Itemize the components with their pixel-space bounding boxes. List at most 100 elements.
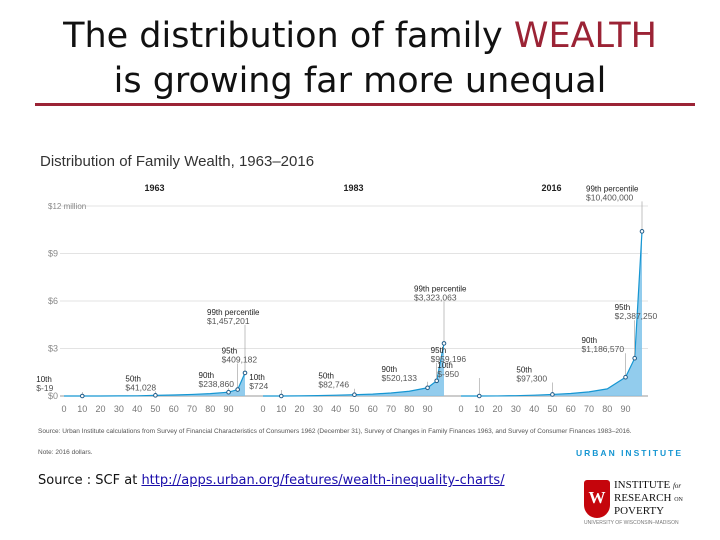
- wealth-line: [262, 343, 445, 397]
- percentile-value: $10,400,000: [586, 192, 634, 202]
- x-tick-label: 60: [566, 404, 576, 414]
- title-accent-word: WEALTH: [513, 16, 657, 56]
- data-point: [153, 393, 158, 398]
- percentile-value: $3,323,063: [414, 292, 457, 302]
- data-point: [242, 370, 248, 376]
- percentile-value: $2,387,250: [615, 311, 658, 321]
- data-point: [352, 392, 357, 397]
- x-tick-label: 70: [187, 404, 197, 414]
- percentile-label: 95th: [615, 303, 631, 312]
- x-tick-label: 30: [114, 404, 124, 414]
- x-tick-label: 0: [260, 404, 265, 414]
- percentile-value: $724: [249, 381, 268, 391]
- percentile-label: 10th: [249, 373, 265, 382]
- x-tick-label: 20: [295, 404, 305, 414]
- logo-tagline: UNIVERSITY OF WISCONSIN–MADISON: [584, 520, 679, 526]
- percentile-label: 99th percentile: [207, 308, 260, 317]
- percentile-label: 99th percentile: [586, 184, 639, 193]
- panel-year-label: 2016: [541, 183, 561, 193]
- x-tick-label: 80: [205, 404, 215, 414]
- percentile-label: 50th: [516, 365, 532, 374]
- percentile-label: 10th: [437, 361, 453, 370]
- source-line: Source : SCF at http://apps.urban.org/fe…: [38, 473, 505, 488]
- percentile-value: $82,746: [318, 380, 349, 390]
- y-tick-label: $6: [48, 296, 58, 306]
- urban-institute-brand: URBAN INSTITUTE: [576, 448, 683, 458]
- y-tick-label: $12 million: [48, 202, 86, 211]
- percentile-value: $1,186,570: [582, 344, 625, 354]
- data-point: [476, 393, 482, 399]
- percentile-value: $520,133: [382, 373, 418, 383]
- data-point: [278, 393, 284, 399]
- chart-source-note: Source: Urban Institute calculations fro…: [38, 428, 632, 435]
- data-point: [632, 355, 637, 361]
- percentile-label: 90th: [582, 336, 598, 345]
- title-underline: [35, 103, 695, 106]
- title-line-1: The distribution of family WEALTH: [0, 14, 720, 59]
- x-tick-label: 90: [423, 404, 433, 414]
- x-tick-label: 30: [511, 404, 521, 414]
- x-tick-label: 30: [313, 404, 323, 414]
- x-tick-label: 50: [349, 404, 359, 414]
- percentile-label: 10th: [36, 375, 52, 384]
- x-tick-label: 10: [276, 404, 286, 414]
- logo-line-3: POVERTY: [614, 505, 665, 517]
- x-tick-label: 0: [61, 404, 66, 414]
- percentile-value: $1,457,201: [207, 316, 250, 326]
- wealth-area: [263, 343, 444, 396]
- data-point: [425, 385, 430, 391]
- y-tick-label: $9: [48, 249, 58, 259]
- percentile-value: $959,196: [431, 354, 467, 364]
- x-tick-label: 20: [96, 404, 106, 414]
- percentile-label: 50th: [318, 372, 334, 381]
- percentile-label: 90th: [199, 371, 215, 380]
- percentile-label: 50th: [125, 374, 141, 383]
- data-point: [639, 229, 645, 234]
- x-tick-label: 90: [621, 404, 631, 414]
- x-tick-label: 50: [150, 404, 160, 414]
- wealth-area: [461, 231, 642, 396]
- chart-title: Distribution of Family Wealth, 1963–2016: [40, 153, 314, 170]
- logo-line-2: RESEARCH ON: [614, 492, 683, 504]
- source-link[interactable]: http://apps.urban.org/features/wealth-in…: [141, 473, 505, 488]
- x-tick-label: 60: [169, 404, 179, 414]
- percentile-value: $97,300: [516, 373, 547, 383]
- x-tick-label: 20: [493, 404, 503, 414]
- x-tick-label: 80: [404, 404, 414, 414]
- data-point: [226, 389, 231, 395]
- title-text-part: The distribution of family: [63, 16, 514, 56]
- source-label: Source : SCF at: [38, 473, 142, 488]
- percentile-value: $41,028: [125, 382, 156, 392]
- data-point: [235, 387, 240, 392]
- x-tick-label: 40: [529, 404, 539, 414]
- data-point: [434, 378, 439, 384]
- y-tick-label: $3: [48, 344, 58, 354]
- x-tick-label: 10: [77, 404, 87, 414]
- x-tick-label: 80: [602, 404, 612, 414]
- panel-year-label: 1983: [343, 183, 363, 193]
- percentile-value: $-19: [36, 383, 53, 393]
- irp-logo: W INSTITUTE for RESEARCH ON POVERTY UNIV…: [584, 478, 696, 526]
- y-tick-label: $0: [48, 391, 58, 401]
- percentile-label: 95th: [222, 347, 238, 356]
- title-line-2: is growing far more unequal: [113, 61, 607, 101]
- logo-line-1: INSTITUTE for: [614, 479, 682, 491]
- data-point: [441, 341, 447, 346]
- percentile-label: 95th: [431, 346, 447, 355]
- x-tick-label: 70: [386, 404, 396, 414]
- x-tick-label: 40: [132, 404, 142, 414]
- uw-crest-icon: W: [584, 480, 610, 518]
- x-tick-label: 50: [547, 404, 557, 414]
- chart-note: Note: 2016 dollars.: [38, 449, 93, 456]
- percentile-label: 99th percentile: [414, 284, 467, 293]
- data-point: [550, 392, 555, 397]
- x-tick-label: 90: [224, 404, 234, 414]
- x-tick-label: 70: [584, 404, 594, 414]
- percentile-value: $238,860: [199, 379, 235, 389]
- x-tick-label: 40: [331, 404, 341, 414]
- percentile-value: $-950: [437, 369, 459, 379]
- percentile-label: 90th: [382, 365, 398, 374]
- wealth-line: [461, 231, 643, 397]
- x-tick-label: 60: [368, 404, 378, 414]
- x-tick-label: 10: [474, 404, 484, 414]
